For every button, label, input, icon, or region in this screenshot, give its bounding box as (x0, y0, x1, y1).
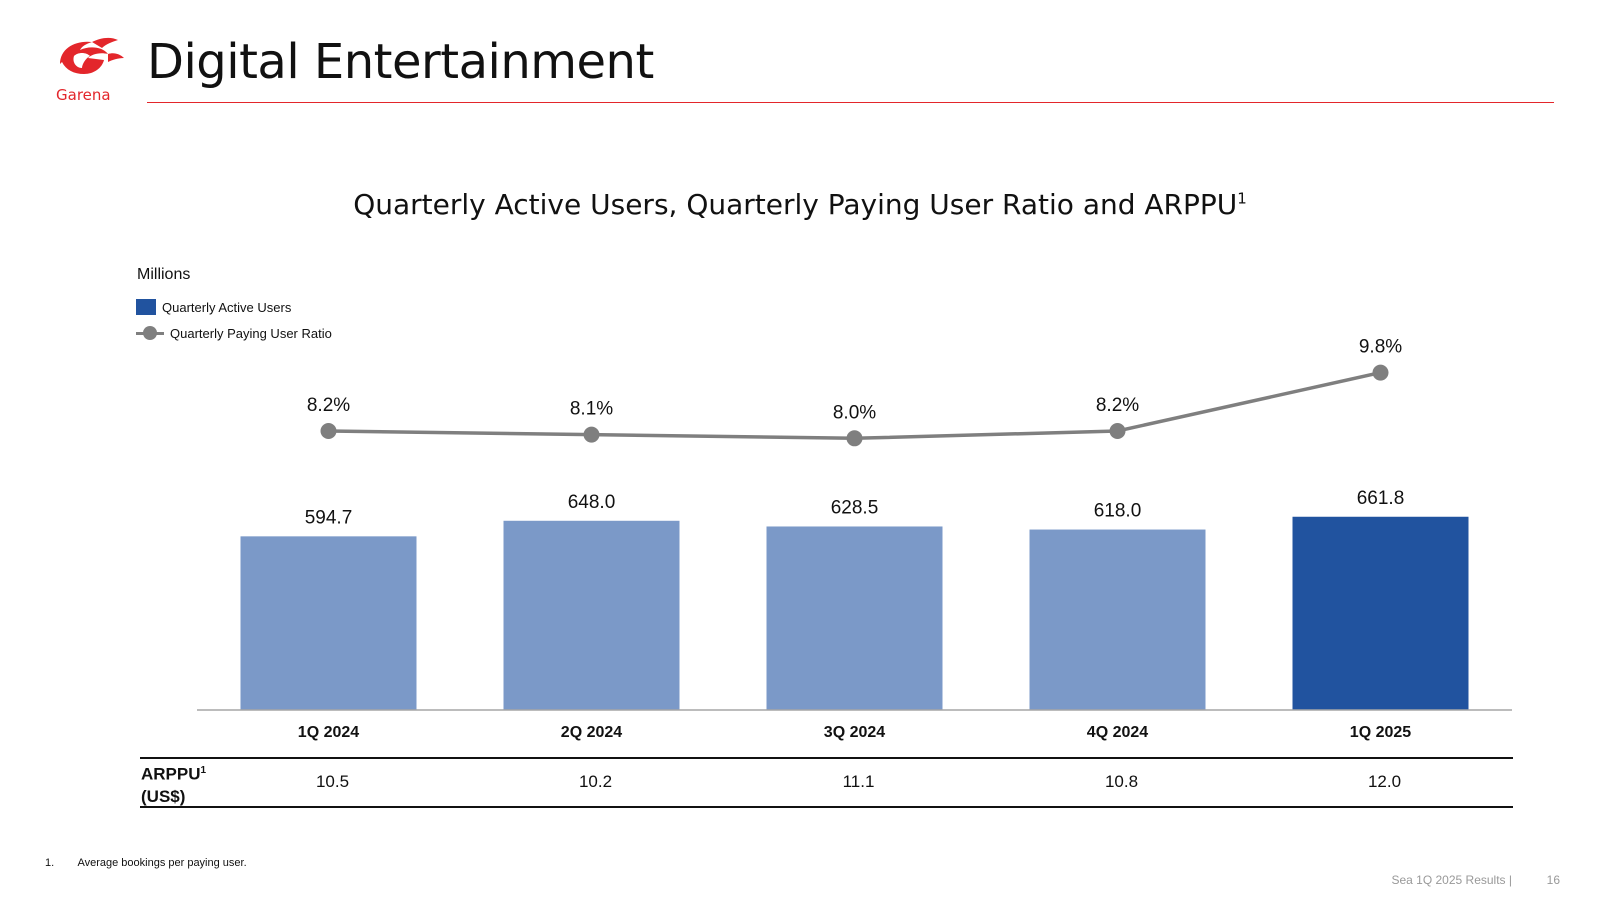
paying-ratio-label-5: 9.8% (1359, 337, 1402, 358)
arppu-footnote-marker: 1 (200, 765, 207, 776)
bar-1 (240, 536, 417, 710)
bar-value-label-1: 594.7 (305, 507, 353, 528)
chart-title: Quarterly Active Users, Quarterly Paying… (0, 188, 1600, 221)
arppu-value-5: 12.0 (1367, 772, 1402, 791)
x-tick-label-5: 1Q 2025 (1350, 724, 1411, 741)
footer-source: Sea 1Q 2025 Results | (1391, 873, 1512, 887)
unit-label: Millions (137, 266, 191, 283)
x-tick-label-1: 1Q 2024 (298, 724, 359, 741)
arppu-label: ARPPU1 (US$) (141, 760, 206, 808)
paying-ratio-label-2: 8.1% (570, 399, 613, 420)
paying-ratio-label-4: 8.2% (1096, 395, 1139, 416)
bar-value-label-2: 648.0 (568, 492, 616, 513)
arppu-label-unit: (US$) (141, 786, 186, 806)
footnote-number: 1. (45, 857, 55, 869)
arppu-value-3: 11.1 (842, 772, 875, 791)
paying-ratio-point-2 (583, 426, 600, 443)
legend-item-paying-ratio: Quarterly Paying User Ratio (136, 320, 332, 346)
x-tick-label-3: 3Q 2024 (824, 724, 885, 741)
page-title: Digital Entertainment (147, 34, 654, 90)
paying-ratio-point-1 (320, 423, 337, 439)
garena-dragon-icon (60, 37, 124, 74)
legend-swatch-bar (136, 299, 156, 315)
chart-title-text: Quarterly Active Users, Quarterly Paying… (353, 188, 1238, 221)
footnote: 1. Average bookings per paying user. (45, 857, 247, 869)
bar-value-label-4: 618.0 (1094, 501, 1142, 522)
bar-value-label-5: 661.8 (1357, 488, 1405, 509)
page-number: 16 (1546, 873, 1560, 887)
bar-5 (1292, 516, 1469, 710)
bar-3 (766, 526, 943, 710)
arppu-label-text: ARPPU (141, 764, 201, 784)
chart-legend: Quarterly Active Users Quarterly Paying … (136, 294, 332, 346)
paying-ratio-point-5 (1372, 364, 1389, 381)
legend-label-active-users: Quarterly Active Users (162, 299, 292, 315)
logo-text: Garena (56, 86, 111, 104)
x-tick-label-2: 2Q 2024 (561, 724, 622, 741)
paying-ratio-label-3: 8.0% (833, 402, 876, 423)
legend-item-active-users: Quarterly Active Users (136, 294, 332, 320)
paying-ratio-point-4 (1109, 423, 1126, 439)
legend-label-paying-ratio: Quarterly Paying User Ratio (170, 325, 332, 341)
bar-value-label-3: 628.5 (831, 497, 879, 518)
bar-4 (1029, 529, 1206, 710)
title-rule (147, 102, 1554, 103)
paying-ratio-label-1: 8.2% (307, 395, 350, 416)
arppu-value-1: 10.5 (315, 772, 350, 791)
garena-logo: Garena (52, 34, 124, 104)
arppu-value-4: 10.8 (1104, 772, 1139, 791)
arppu-table-bottom-rule (140, 806, 1513, 808)
chart-title-footnote-marker: 1 (1237, 189, 1247, 208)
legend-swatch-line (136, 325, 164, 341)
footnote-text: Average bookings per paying user. (77, 857, 247, 869)
paying-ratio-point-3 (846, 430, 863, 447)
bar-2 (503, 520, 680, 710)
arppu-table-top-rule (140, 757, 1513, 759)
arppu-value-2: 10.2 (578, 772, 613, 791)
x-tick-label-4: 4Q 2024 (1087, 724, 1148, 741)
